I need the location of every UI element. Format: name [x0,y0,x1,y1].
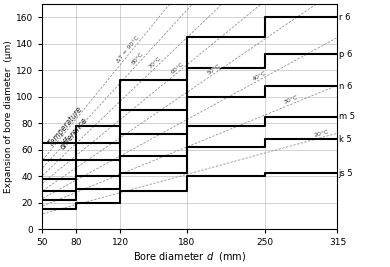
Text: 40°C: 40°C [252,70,268,82]
Text: r 6: r 6 [339,13,350,22]
Text: p 6: p 6 [339,50,352,59]
Text: 30°C: 30°C [283,95,300,105]
Text: 50°C: 50°C [207,63,222,76]
Text: 80°C: 80°C [131,51,145,66]
Text: k 5: k 5 [339,135,351,144]
Text: n 6: n 6 [339,82,352,91]
X-axis label: Bore diameter $d$  (mm): Bore diameter $d$ (mm) [133,250,246,263]
Text: ΔT = 90°C: ΔT = 90°C [116,35,141,64]
Text: 20°C: 20°C [314,129,330,138]
Text: Temperature
difference: Temperature difference [47,105,93,155]
Text: 60°C: 60°C [170,61,186,74]
Text: 70°C: 70°C [148,56,163,70]
Text: m 5: m 5 [339,112,355,121]
Text: js 5: js 5 [339,169,353,178]
Y-axis label: Expansion of bore diameter  (μm): Expansion of bore diameter (μm) [4,40,13,193]
